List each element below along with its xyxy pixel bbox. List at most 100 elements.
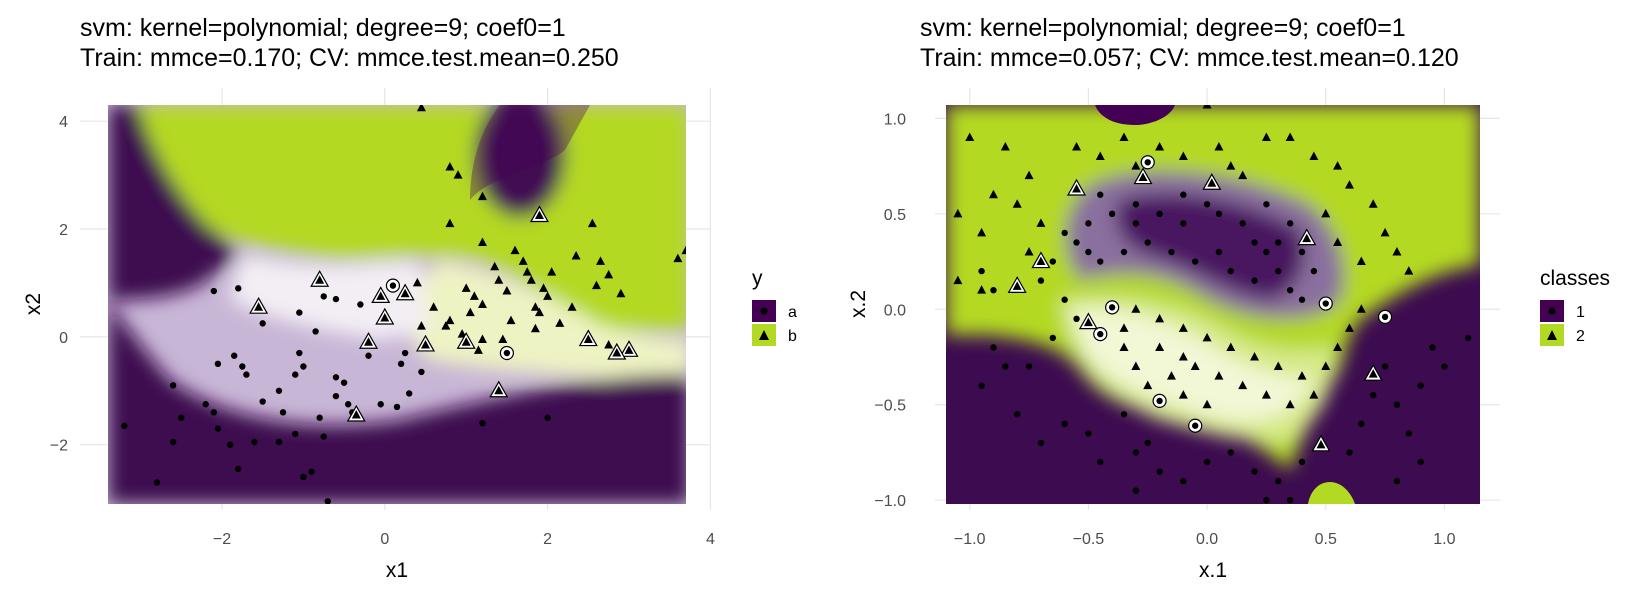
point-2 (965, 132, 975, 141)
point-1 (1144, 159, 1151, 166)
point-2 (1166, 371, 1176, 380)
point-b (441, 321, 451, 330)
x-tick-label: 2 (543, 531, 552, 548)
point-2 (1238, 380, 1248, 390)
chart-right: svm: kernel=polynomial; degree=9; coef0=… (847, 14, 1610, 582)
point-1 (1108, 210, 1116, 218)
point-2 (1309, 390, 1319, 399)
point-b (498, 334, 508, 344)
point-b (254, 302, 264, 311)
point-1 (1168, 248, 1175, 256)
x-tick-label: 4 (706, 531, 715, 548)
point-2 (1238, 170, 1248, 180)
point-2 (1344, 180, 1354, 189)
point-1 (1393, 401, 1401, 408)
point-2 (977, 227, 987, 237)
point-b (534, 210, 544, 220)
point-1 (1097, 258, 1104, 265)
point-a (308, 468, 315, 475)
axis-ticks: −2 0 2 4 −2 0 2 4 (50, 114, 715, 548)
point-2 (1119, 132, 1129, 141)
point-b (567, 302, 577, 311)
point-a (332, 295, 340, 303)
point-b (465, 307, 475, 317)
point-a (226, 441, 234, 448)
point-1 (1227, 449, 1235, 456)
point-a (320, 293, 327, 300)
point-b (494, 385, 504, 395)
point-b (510, 245, 520, 255)
point-2 (1404, 266, 1414, 275)
point-2 (1119, 342, 1129, 351)
point-2 (1285, 132, 1295, 141)
point-1 (1251, 239, 1258, 246)
point-b (587, 218, 597, 228)
point-1 (1180, 220, 1187, 227)
point-b (502, 286, 512, 295)
point-1 (1393, 477, 1401, 485)
point-a (296, 349, 303, 357)
point-2 (1309, 151, 1319, 161)
point-2 (1392, 247, 1402, 256)
point-a (169, 382, 177, 389)
point-a (178, 414, 185, 421)
point-1 (1251, 277, 1258, 284)
decision-region-background (946, 105, 1480, 504)
point-1 (1156, 397, 1163, 405)
point-1 (1239, 220, 1246, 227)
point-a (324, 498, 332, 504)
point-a (210, 409, 218, 416)
point-b (461, 337, 471, 346)
point-2 (1207, 178, 1217, 187)
legend-circle-marker (760, 307, 768, 315)
point-1 (1085, 248, 1092, 256)
point-a (235, 465, 242, 473)
point-1 (1346, 449, 1353, 456)
point-1 (1417, 382, 1424, 389)
point-1 (1203, 458, 1211, 466)
point-2 (1012, 281, 1022, 290)
point-1 (1120, 411, 1128, 418)
chart-left: svm: kernel=polynomial; degree=9; coef0=… (22, 14, 797, 582)
y-tick-label: −0.5 (874, 398, 906, 415)
point-1 (1180, 191, 1187, 198)
point-2 (1178, 390, 1188, 399)
point-2 (1024, 170, 1034, 180)
point-b (518, 256, 528, 265)
point-a (153, 479, 161, 486)
point-2 (1138, 172, 1148, 182)
point-b (526, 275, 536, 284)
point-1 (1132, 449, 1140, 456)
x-tick-label: 0 (380, 531, 389, 548)
point-a (214, 360, 222, 368)
point-a (357, 301, 364, 308)
point-1 (1203, 201, 1211, 208)
x-tick-label: 0.5 (1315, 531, 1337, 548)
point-b (530, 323, 540, 333)
point-1 (1275, 267, 1282, 275)
point-a (365, 352, 372, 359)
legend-title: y (752, 267, 763, 290)
point-b (616, 288, 626, 298)
legend-entry-2: 2 (1576, 328, 1585, 345)
point-2 (1072, 142, 1082, 151)
point-b (400, 288, 410, 298)
point-2 (1000, 142, 1010, 151)
point-a (401, 349, 409, 357)
point-b (624, 345, 634, 354)
point-a (243, 371, 250, 378)
point-2 (1095, 151, 1105, 161)
point-1 (1358, 420, 1365, 428)
point-1 (1132, 201, 1140, 208)
point-b (416, 105, 426, 112)
point-a (406, 390, 413, 397)
chart-title-line2: Train: mmce=0.057; CV: mmce.test.mean=0.… (920, 44, 1459, 72)
point-1 (1120, 248, 1128, 256)
point-b (539, 283, 549, 292)
point-2 (1119, 323, 1129, 332)
point-1 (1002, 363, 1009, 370)
point-b (555, 318, 565, 327)
legend-circle-marker (1548, 307, 1556, 315)
point-a (418, 368, 425, 376)
point-b (469, 291, 479, 300)
